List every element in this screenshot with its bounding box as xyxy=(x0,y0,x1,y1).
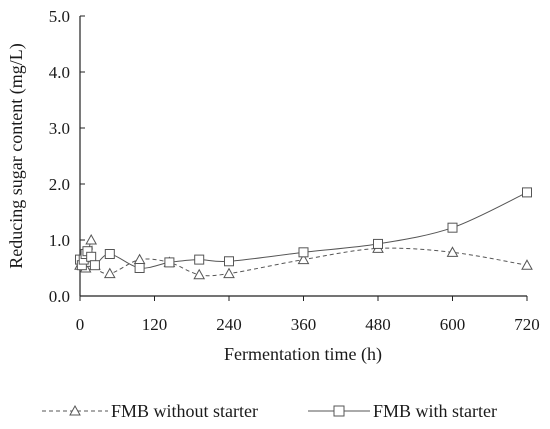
legend-label-with-starter: FMB with starter xyxy=(373,401,497,421)
y-tick-label: 3.0 xyxy=(49,119,70,138)
data-point-triangle xyxy=(521,259,533,270)
data-point-triangle xyxy=(133,253,146,265)
data-point-square xyxy=(298,247,309,258)
y-tick-label: 1.0 xyxy=(49,231,70,250)
x-tick-label: 480 xyxy=(365,315,391,334)
data-point-triangle xyxy=(85,233,98,245)
data-point-triangle xyxy=(193,268,206,280)
x-tick-label: 240 xyxy=(216,315,242,334)
x-tick-label: 360 xyxy=(291,315,317,334)
y-ticks: 0.0 1.0 2.0 3.0 4.0 5.0 xyxy=(49,7,85,306)
x-tick-label: 0 xyxy=(76,315,85,334)
legend: FMB without starter FMB with starter xyxy=(42,401,497,421)
data-point-triangle xyxy=(223,267,235,279)
data-point-square xyxy=(224,256,234,267)
data-point-square xyxy=(164,257,175,268)
legend-label-without-starter: FMB without starter xyxy=(111,401,258,421)
legend-triangle-marker xyxy=(69,404,81,416)
x-tick-label: 120 xyxy=(142,315,168,334)
legend-square-marker xyxy=(333,405,345,417)
data-point-square xyxy=(373,238,383,249)
x-tick-label: 720 xyxy=(514,315,540,334)
data-point-triangle xyxy=(103,267,116,279)
legend-item-without-starter: FMB without starter xyxy=(42,401,258,421)
data-point-triangle xyxy=(446,246,459,257)
data-point-square xyxy=(134,263,145,273)
data-point-triangle xyxy=(297,253,310,265)
y-tick-label: 2.0 xyxy=(49,175,70,194)
y-tick-label: 5.0 xyxy=(49,7,70,26)
data-point-square xyxy=(89,260,100,271)
x-tick-label: 600 xyxy=(440,315,466,334)
y-axis-title: Reducing sugar content (mg/L) xyxy=(6,43,27,268)
y-tick-label: 0.0 xyxy=(49,287,70,306)
series-layer xyxy=(74,187,533,280)
data-point-square xyxy=(447,222,458,233)
plot-area: 0.0 1.0 2.0 3.0 4.0 5.0 0 120 240 360 480 600 720 xyxy=(49,7,540,334)
x-axis-title: Fermentation time (h) xyxy=(224,344,382,365)
x-ticks: 0 120 240 360 480 600 720 xyxy=(76,296,540,334)
data-point-square xyxy=(522,187,532,198)
data-point-square xyxy=(194,254,205,265)
data-point-square xyxy=(104,249,115,259)
legend-item-with-starter: FMB with starter xyxy=(308,401,497,421)
data-point-square xyxy=(86,251,97,262)
y-tick-label: 4.0 xyxy=(49,63,70,82)
